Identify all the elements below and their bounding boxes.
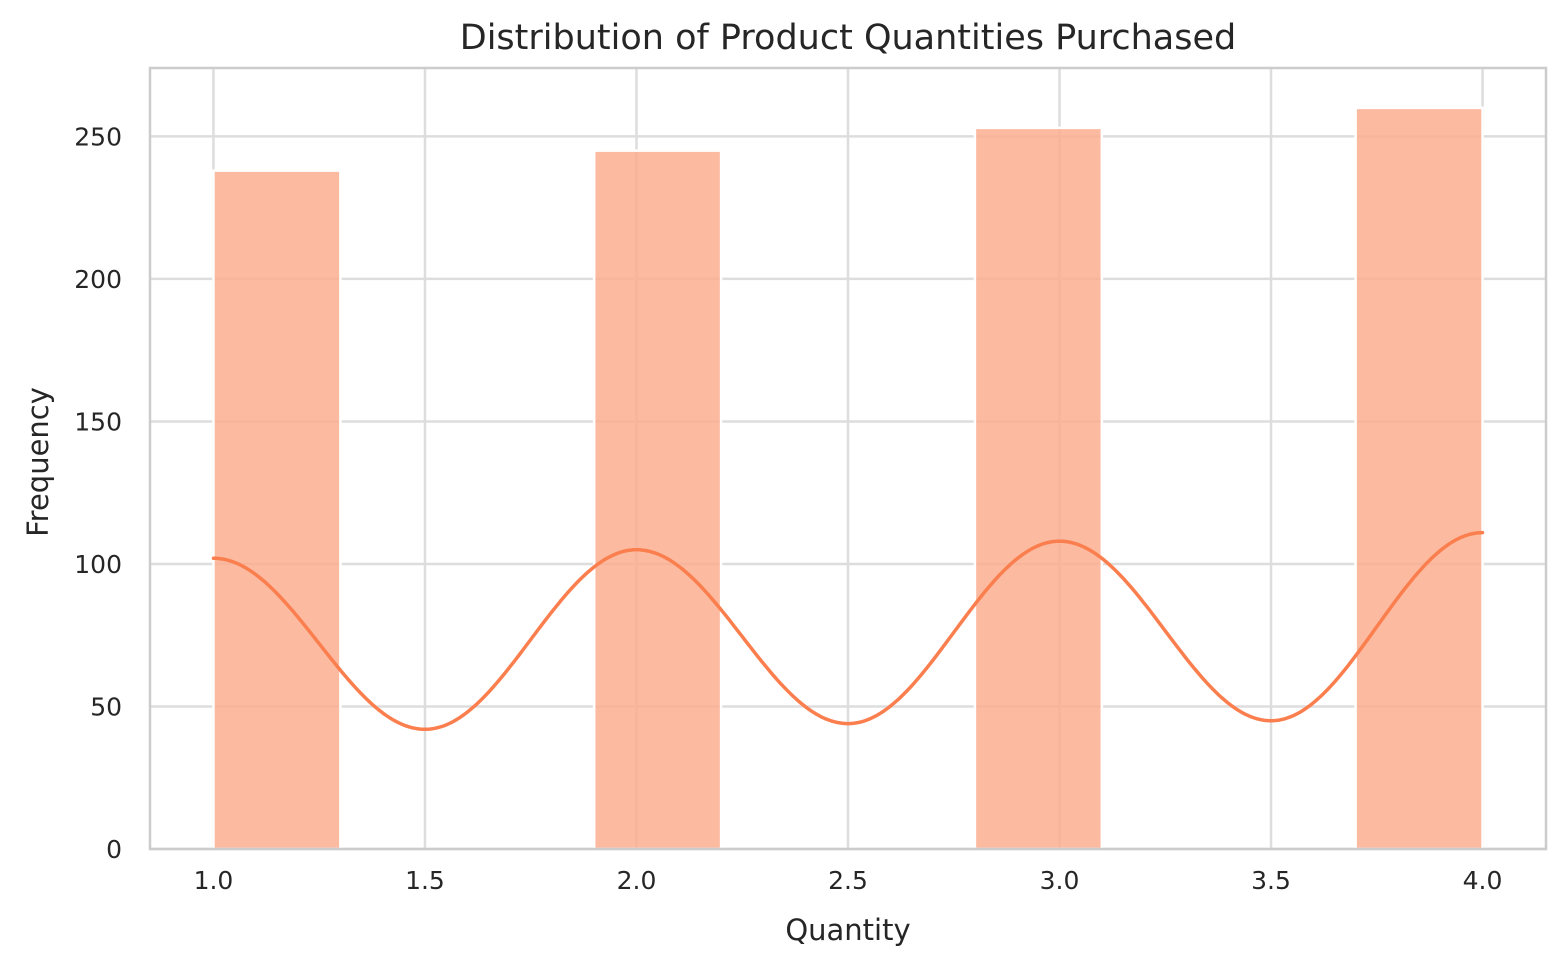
kde-curve [211, 530, 1485, 732]
plot-frame [148, 66, 1548, 851]
x-tick-label: 3.5 [1251, 866, 1291, 895]
x-tick-label: 1.5 [405, 866, 445, 895]
histogram-bar [212, 169, 342, 851]
x-tick-label: 2.5 [828, 866, 868, 895]
x-tick-label: 2.0 [617, 866, 657, 895]
histogram-bar [1354, 106, 1484, 851]
y-axis-title: Frequency [21, 387, 55, 537]
chart-title: Distribution of Product Quantities Purch… [460, 18, 1237, 58]
y-tick-label: 150 [74, 407, 122, 436]
histogram-bar [592, 149, 723, 851]
kde-curve-group [211, 530, 1485, 732]
y-tick-label: 200 [74, 265, 122, 294]
histogram-bars [212, 106, 1484, 851]
x-tick-label: 4.0 [1463, 866, 1503, 895]
x-tick-label: 1.0 [194, 866, 234, 895]
y-tick-label: 50 [90, 692, 122, 721]
y-tick-label: 0 [106, 835, 122, 864]
y-tick-label: 250 [74, 122, 122, 151]
grid-lines [150, 68, 1546, 851]
y-tick-label: 100 [74, 550, 122, 579]
x-axis-title: Quantity [785, 913, 910, 947]
histogram-bar [973, 126, 1104, 851]
x-tick-label: 3.0 [1040, 866, 1080, 895]
tick-labels: 1.0 1.5 2.0 2.5 3.0 3.5 4.0 0 50 100 150 200 250 [74, 122, 1502, 895]
